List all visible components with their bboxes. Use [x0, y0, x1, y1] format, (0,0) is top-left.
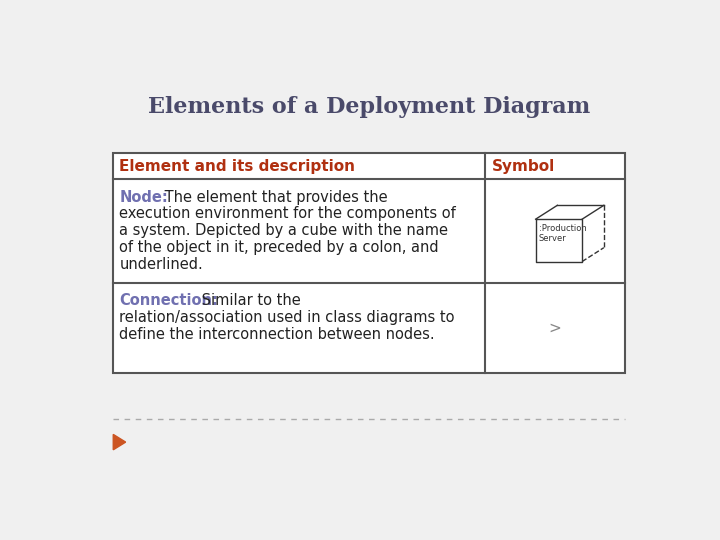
- Polygon shape: [113, 434, 126, 450]
- Text: Node:: Node:: [120, 190, 168, 205]
- Text: Symbol: Symbol: [492, 159, 554, 173]
- Text: of the object in it, preceded by a colon, and: of the object in it, preceded by a colon…: [120, 240, 439, 255]
- Text: a system. Depicted by a cube with the name: a system. Depicted by a cube with the na…: [120, 224, 449, 239]
- Text: >: >: [549, 320, 562, 335]
- Bar: [113, 153, 625, 373]
- Text: underlined.: underlined.: [120, 257, 203, 272]
- Text: Element and its description: Element and its description: [120, 159, 356, 173]
- Text: relation/association used in class diagrams to: relation/association used in class diagr…: [120, 310, 455, 326]
- Text: The element that provides the: The element that provides the: [160, 190, 387, 205]
- Text: :Production
Server: :Production Server: [539, 224, 587, 243]
- Text: define the interconnection between nodes.: define the interconnection between nodes…: [120, 327, 435, 342]
- Bar: [113, 153, 625, 373]
- Text: execution environment for the components of: execution environment for the components…: [120, 206, 456, 221]
- Text: Similar to the: Similar to the: [197, 294, 301, 308]
- Text: Connection:: Connection:: [120, 294, 218, 308]
- Text: Elements of a Deployment Diagram: Elements of a Deployment Diagram: [148, 96, 590, 118]
